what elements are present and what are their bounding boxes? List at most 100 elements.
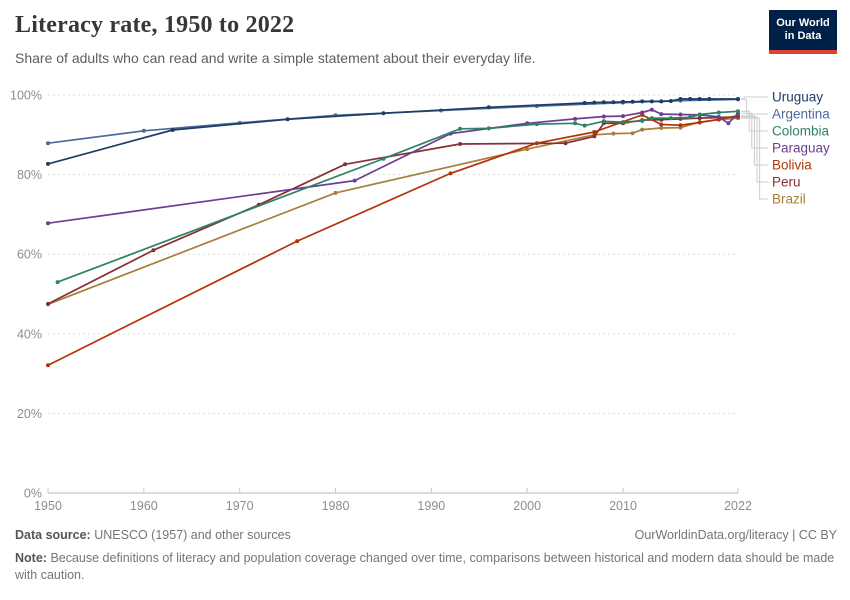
data-point-marker <box>486 126 491 131</box>
legend-item-peru[interactable]: Peru <box>772 175 801 190</box>
data-source-line: Data source: UNESCO (1957) and other sou… <box>15 527 291 544</box>
data-point-marker <box>688 115 693 120</box>
data-point-marker <box>697 116 702 121</box>
x-axis-label-2010: 2010 <box>609 499 637 513</box>
note-label: Note: <box>15 551 47 565</box>
data-point-marker <box>649 107 654 112</box>
data-point-marker <box>659 99 664 104</box>
y-axis-label-40: 40% <box>17 327 42 341</box>
data-point-marker <box>343 162 348 167</box>
series-line-paraguay[interactable] <box>47 108 739 225</box>
data-point-marker <box>649 99 654 104</box>
data-point-marker <box>170 128 175 132</box>
legend-item-bolivia[interactable]: Bolivia <box>772 158 812 173</box>
data-point-marker <box>573 116 578 121</box>
data-point-marker <box>46 161 50 166</box>
data-point-marker <box>46 363 50 368</box>
series-line-colombia[interactable] <box>57 110 739 283</box>
data-point-marker <box>46 221 50 226</box>
x-axis-label-1960: 1960 <box>130 499 158 513</box>
data-point-marker <box>295 239 300 244</box>
data-point-marker <box>141 128 146 133</box>
x-axis-label-1970: 1970 <box>226 499 254 513</box>
data-point-marker <box>716 114 721 119</box>
data-point-marker <box>46 301 50 306</box>
data-point-marker <box>448 171 453 176</box>
y-axis-label-80: 80% <box>17 168 42 182</box>
data-point-marker <box>55 280 60 285</box>
legend-item-paraguay[interactable]: Paraguay <box>772 141 830 156</box>
data-point-marker <box>640 110 645 115</box>
y-axis-label-20: 20% <box>17 407 42 421</box>
data-point-marker <box>659 126 664 130</box>
data-point-marker <box>381 111 386 116</box>
series-line-peru[interactable] <box>47 116 739 305</box>
data-point-marker <box>668 99 673 103</box>
data-point-marker <box>640 99 645 104</box>
data-point-marker <box>601 119 606 124</box>
data-point-marker <box>630 131 635 136</box>
data-point-marker <box>649 116 654 121</box>
legend-connector-uruguay <box>741 96 768 100</box>
data-point-marker <box>582 101 587 105</box>
data-point-marker <box>601 100 606 105</box>
line-chart: 0% 20% 40% 60% 80% 100% 1950 1960 1970 1980 1990 20… <box>10 89 830 514</box>
data-point-marker <box>582 123 587 128</box>
x-axis-label-2022: 2022 <box>724 499 752 513</box>
y-axis-label-100: 100% <box>10 89 42 103</box>
data-point-marker <box>458 126 463 131</box>
data-point-marker <box>640 127 645 132</box>
legend-connector-peru <box>741 116 768 183</box>
y-axis-label-0: 0% <box>24 487 42 501</box>
legend-connector-bolivia <box>741 115 768 166</box>
chart-subtitle: Share of adults who can read and write a… <box>15 50 536 66</box>
x-axis-label-1950: 1950 <box>34 499 62 513</box>
owid-logo[interactable]: Our World in Data <box>769 10 837 54</box>
data-point-marker <box>697 97 702 101</box>
legend-item-colombia[interactable]: Colombia <box>772 124 830 139</box>
data-point-marker <box>458 142 463 146</box>
data-point-marker <box>611 100 616 105</box>
data-point-marker <box>592 100 597 105</box>
data-point-marker <box>697 112 702 117</box>
data-point-marker <box>688 97 693 101</box>
owid-logo-accent-strip <box>769 50 837 54</box>
data-point-marker <box>659 112 664 117</box>
series-line-brazil[interactable] <box>47 117 739 306</box>
y-axis-label-60: 60% <box>17 248 42 262</box>
data-point-marker <box>678 123 683 128</box>
data-point-marker <box>592 134 597 139</box>
data-point-marker <box>621 114 625 119</box>
data-point-marker <box>151 248 156 253</box>
data-point-marker <box>716 110 721 115</box>
data-point-marker <box>46 141 50 146</box>
owid-logo-text: Our World in Data <box>769 10 837 50</box>
data-point-marker <box>678 97 683 101</box>
data-point-marker <box>573 121 578 126</box>
data-point-marker <box>621 120 625 125</box>
legend-connector-argentina <box>741 98 768 115</box>
owid-license-link[interactable]: OurWorldinData.org/literacy | CC BY <box>634 528 837 542</box>
data-point-marker <box>630 99 635 104</box>
data-point-marker <box>381 156 386 161</box>
data-point-marker <box>659 122 664 127</box>
data-point-marker <box>486 105 491 110</box>
data-point-marker <box>352 178 357 183</box>
x-axis-label-2000: 2000 <box>513 499 541 513</box>
legend-item-brazil[interactable]: Brazil <box>772 192 806 207</box>
data-point-marker <box>736 109 740 114</box>
series-line-bolivia[interactable] <box>47 114 739 366</box>
chart-footer: Data source: UNESCO (1957) and other sou… <box>15 527 837 584</box>
data-source-text: UNESCO (1957) and other sources <box>94 528 291 542</box>
legend-item-argentina[interactable]: Argentina <box>772 107 830 122</box>
data-source-label: Data source: <box>15 528 91 542</box>
legend-connector-brazil <box>741 117 768 200</box>
legend-item-uruguay[interactable]: Uruguay <box>772 90 823 105</box>
data-point-marker <box>563 141 568 146</box>
data-point-marker <box>525 147 530 152</box>
data-point-marker <box>707 97 712 101</box>
data-point-marker <box>697 120 702 125</box>
data-point-marker <box>285 117 290 122</box>
data-point-marker <box>726 121 731 126</box>
